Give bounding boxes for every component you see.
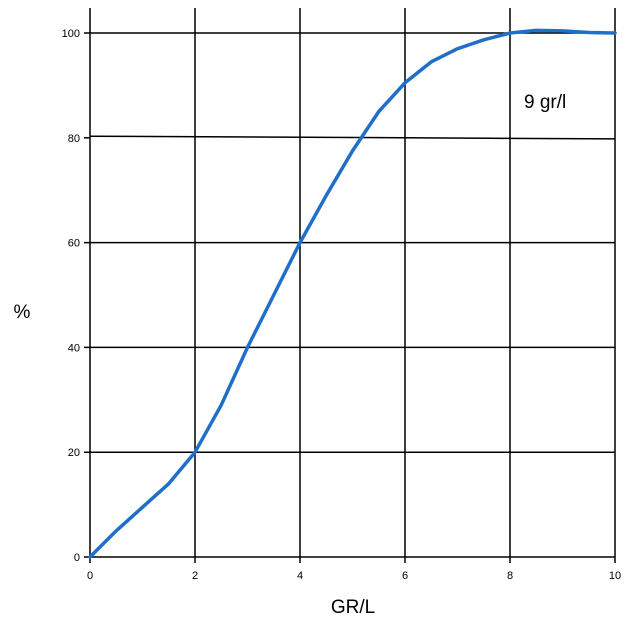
y-tick-label: 100 — [62, 28, 80, 40]
y-tick-labels: 0 20 40 60 80 100 — [62, 28, 80, 564]
reference-line — [89, 135, 616, 140]
y-tick-label: 40 — [68, 342, 80, 354]
x-tick-label: 6 — [402, 570, 408, 582]
x-tick-label: 8 — [507, 570, 513, 582]
y-tick-label: 20 — [68, 447, 80, 459]
y-axis-label: % — [14, 302, 31, 323]
x-axis-label: GR/L — [331, 597, 375, 618]
y-tick-label: 80 — [68, 133, 80, 145]
x-tick-label: 4 — [297, 570, 303, 582]
x-tick-label: 0 — [87, 570, 93, 582]
y-tick-label: 60 — [68, 238, 80, 250]
reference-lines — [89, 135, 616, 140]
x-tick-label: 2 — [192, 570, 198, 582]
annotation-label: 9 gr/l — [524, 92, 566, 113]
x-tick-label: 10 — [609, 570, 621, 582]
y-tick-label: 0 — [74, 552, 80, 564]
series-group — [88, 28, 617, 559]
grid-lines — [84, 8, 616, 563]
x-tick-labels: 0 2 4 6 8 10 — [87, 570, 621, 582]
series-line — [88, 28, 617, 559]
